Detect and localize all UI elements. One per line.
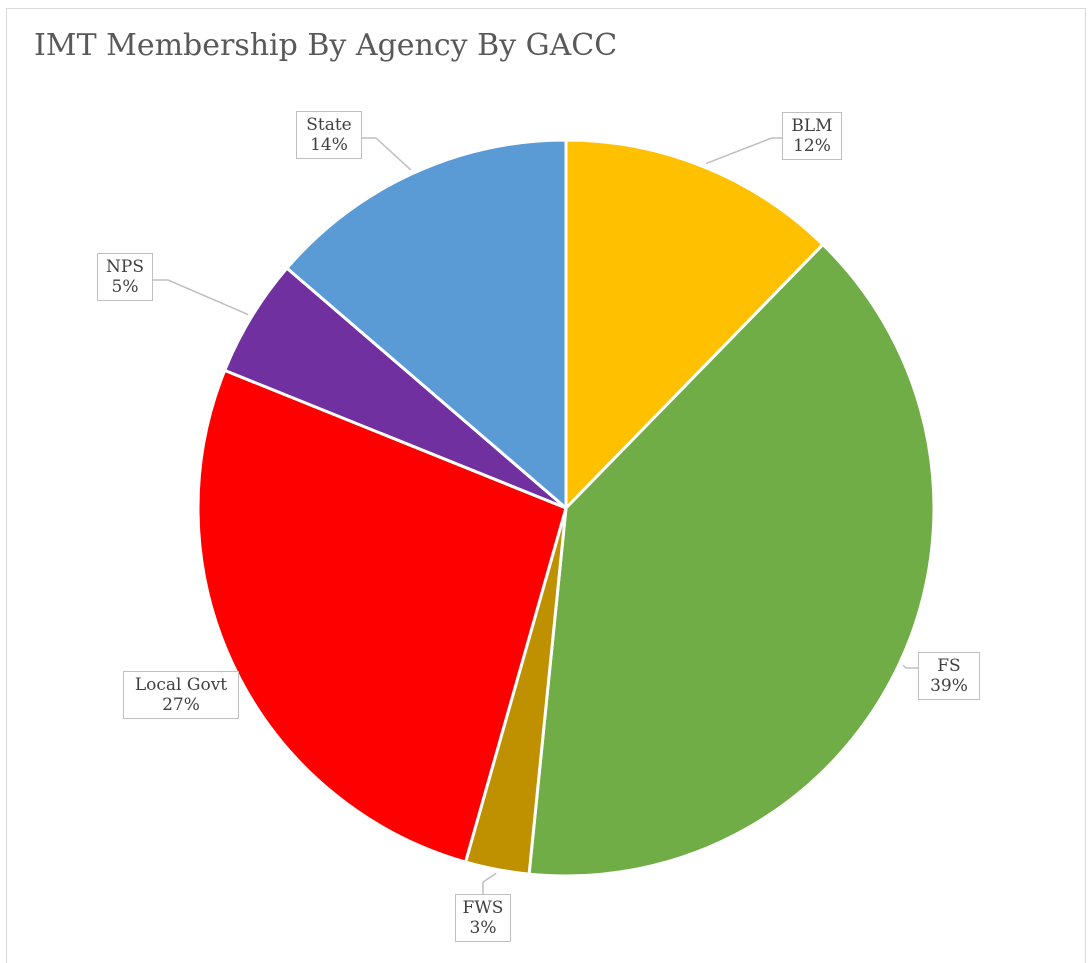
pie-slice-state [285,138,568,510]
data-label-local-govt: Local Govt 27% [123,671,239,719]
data-label-state: State 14% [296,111,362,159]
data-label-fs-name: FS [937,656,961,676]
data-label-nps-name: NPS [106,257,144,277]
leader-line-fs [902,664,918,669]
data-label-fws-value: 3% [469,918,497,938]
data-label-fws-name: FWS [462,898,504,918]
data-label-blm: BLM 12% [782,112,842,160]
data-label-fs: FS 39% [918,652,980,700]
leader-line-blm [705,137,782,165]
data-label-blm-name: BLM [791,116,833,136]
chart-title: IMT Membership By Agency By GACC [34,28,618,63]
data-label-fws: FWS 3% [455,894,511,942]
data-label-nps-value: 5% [111,277,139,297]
data-label-local-govt-name: Local Govt [134,675,228,695]
data-label-nps: NPS 5% [97,253,153,301]
data-label-blm-value: 12% [793,136,831,156]
data-label-local-govt-value: 27% [162,695,200,715]
data-label-fs-value: 39% [930,676,968,696]
leader-line-fws [482,872,497,894]
leader-line-nps [153,279,249,316]
pie-slice-blm [564,138,825,510]
leader-line-state [362,137,412,171]
data-label-state-name: State [306,115,352,135]
pie-slice-fs [527,243,936,878]
data-label-state-value: 14% [310,135,348,155]
pie-slice-local-govt [196,368,568,864]
